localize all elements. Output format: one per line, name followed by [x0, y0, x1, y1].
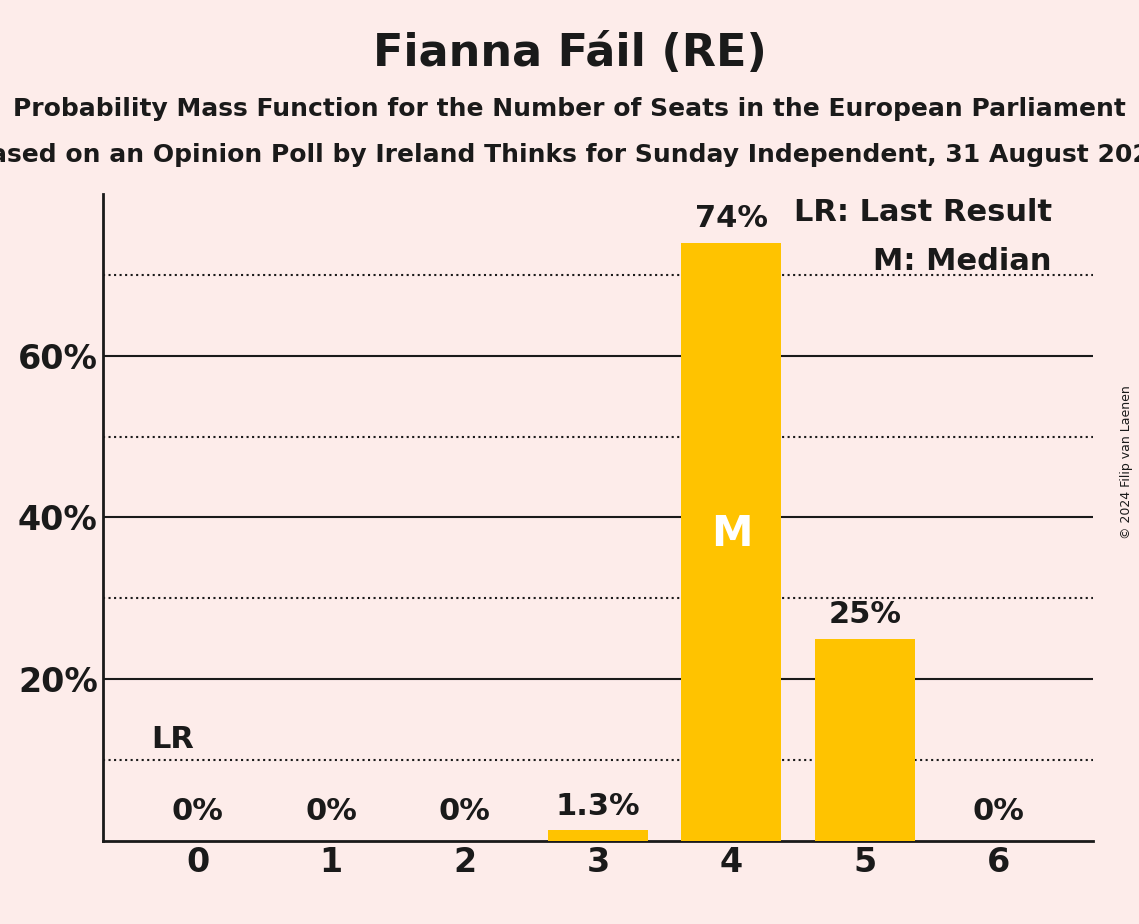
Text: 0%: 0%	[973, 797, 1024, 826]
Text: LR: LR	[150, 724, 194, 754]
Text: 1.3%: 1.3%	[556, 792, 640, 821]
Bar	[548, 831, 648, 841]
Bar	[681, 242, 781, 841]
Text: Probability Mass Function for the Number of Seats in the European Parliament: Probability Mass Function for the Number…	[13, 97, 1126, 121]
Text: 25%: 25%	[828, 600, 901, 629]
Text: M: Median: M: Median	[874, 247, 1051, 275]
Text: M: M	[711, 513, 752, 554]
Text: 0%: 0%	[439, 797, 491, 826]
Text: 74%: 74%	[695, 204, 768, 233]
Text: Based on an Opinion Poll by Ireland Thinks for Sunday Independent, 31 August 202: Based on an Opinion Poll by Ireland Thin…	[0, 143, 1139, 167]
Text: 0%: 0%	[172, 797, 223, 826]
Text: © 2024 Filip van Laenen: © 2024 Filip van Laenen	[1121, 385, 1133, 539]
Text: Fianna Fáil (RE): Fianna Fáil (RE)	[372, 32, 767, 76]
Text: 0%: 0%	[305, 797, 357, 826]
Bar	[814, 638, 915, 841]
Text: LR: Last Result: LR: Last Result	[794, 198, 1051, 227]
